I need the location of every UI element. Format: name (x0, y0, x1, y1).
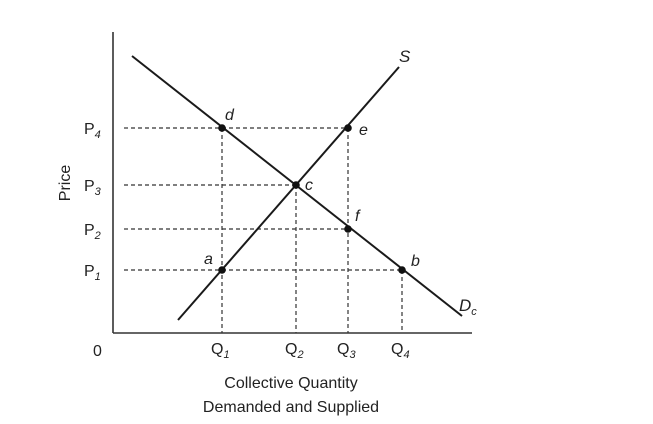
point-a-marker (218, 266, 226, 274)
quantity-label-q2: Q2 (285, 341, 304, 361)
demand-curve-label: Dc (459, 296, 477, 318)
x-axis-title-line2: Demanded and Supplied (203, 399, 379, 416)
supply-curve (177, 66, 400, 321)
point-c-marker (292, 181, 300, 189)
y-axis-title: Price (57, 165, 74, 202)
point-b-marker (398, 266, 406, 274)
point-d-marker (218, 124, 226, 132)
supply-curve-label: S (399, 47, 411, 66)
x-axis-title-line1: Collective Quantity (224, 375, 357, 392)
point-b-label: b (411, 253, 420, 270)
quantity-label-q1: Q1 (211, 341, 230, 361)
price-label-p1: P1 (84, 263, 101, 283)
point-c-label: c (305, 177, 313, 194)
price-label-p3: P3 (84, 178, 102, 198)
origin-label: 0 (93, 343, 102, 360)
point-f-label: f (355, 208, 361, 225)
point-e-label: e (359, 122, 368, 139)
point-f-marker (344, 225, 352, 233)
point-a-label: a (204, 251, 213, 268)
point-e-marker (344, 124, 352, 132)
price-label-p2: P2 (84, 222, 101, 242)
point-d-label: d (225, 107, 235, 124)
price-label-p4: P4 (84, 121, 101, 141)
quantity-label-q3: Q3 (337, 341, 356, 361)
quantity-label-q4: Q4 (391, 341, 410, 361)
